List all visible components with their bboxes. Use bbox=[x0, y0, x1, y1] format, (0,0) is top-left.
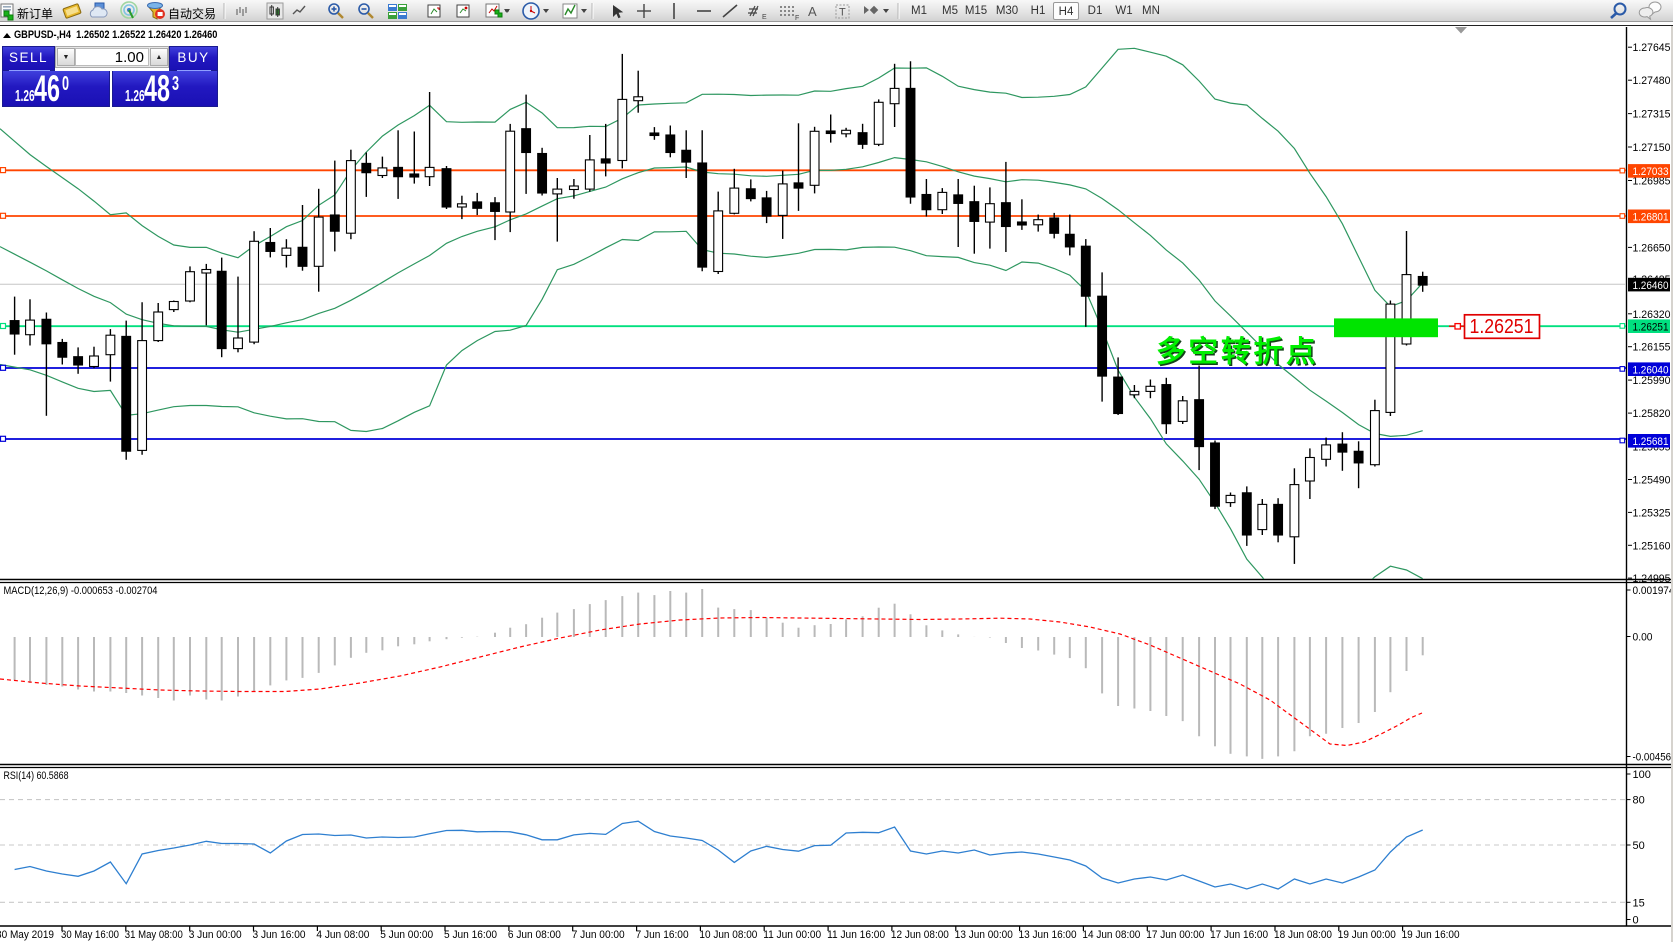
svg-text:10 Jun 08:00: 10 Jun 08:00 bbox=[699, 929, 757, 941]
svg-text:E: E bbox=[762, 14, 767, 21]
svg-text:1.25160: 1.25160 bbox=[1633, 540, 1671, 552]
svg-text:1.26251: 1.26251 bbox=[1633, 321, 1669, 333]
svg-text:5 Jun 16:00: 5 Jun 16:00 bbox=[444, 929, 497, 941]
svg-text:6 Jun 08:00: 6 Jun 08:00 bbox=[508, 929, 561, 941]
svg-text:多空转折点: 多空转折点 bbox=[1156, 336, 1319, 369]
svg-text:13 Jun 00:00: 13 Jun 00:00 bbox=[955, 929, 1013, 941]
svg-text:3 Jun 00:00: 3 Jun 00:00 bbox=[189, 929, 242, 941]
svg-text:T: T bbox=[839, 7, 846, 19]
svg-text:80: 80 bbox=[1633, 795, 1645, 807]
svg-text:15: 15 bbox=[1633, 897, 1645, 909]
svg-text:1.27150: 1.27150 bbox=[1633, 142, 1671, 154]
svg-text:18 Jun 08:00: 18 Jun 08:00 bbox=[1274, 929, 1332, 941]
svg-text:1.26650: 1.26650 bbox=[1633, 242, 1671, 254]
svg-text:30 May 2019: 30 May 2019 bbox=[0, 929, 54, 941]
svg-text:-0.004564: -0.004564 bbox=[1633, 752, 1673, 764]
svg-text:4 Jun 08:00: 4 Jun 08:00 bbox=[316, 929, 369, 941]
svg-text:1.27033: 1.27033 bbox=[1633, 166, 1669, 178]
svg-text:1.24995: 1.24995 bbox=[1633, 573, 1671, 585]
svg-text:14 Jun 08:00: 14 Jun 08:00 bbox=[1082, 929, 1140, 941]
svg-text:1.25820: 1.25820 bbox=[1633, 408, 1671, 420]
svg-text:MACD(12,26,9) -0.000653 -0.002: MACD(12,26,9) -0.000653 -0.002704 bbox=[4, 585, 158, 597]
svg-text:1.27480: 1.27480 bbox=[1633, 75, 1671, 87]
svg-text:5 Jun 00:00: 5 Jun 00:00 bbox=[380, 929, 433, 941]
svg-text:0.00: 0.00 bbox=[1633, 632, 1653, 644]
svg-text:7 Jun 16:00: 7 Jun 16:00 bbox=[636, 929, 689, 941]
svg-text:30 May 16:00: 30 May 16:00 bbox=[61, 929, 119, 941]
svg-text:1.26801: 1.26801 bbox=[1633, 212, 1669, 224]
svg-text:0.001974: 0.001974 bbox=[1633, 585, 1673, 597]
svg-text:1.26251: 1.26251 bbox=[1470, 316, 1534, 338]
svg-text:1.26320: 1.26320 bbox=[1633, 309, 1671, 321]
svg-text:1.25681: 1.25681 bbox=[1633, 436, 1669, 448]
svg-text:31 May 08:00: 31 May 08:00 bbox=[125, 929, 183, 941]
svg-text:A: A bbox=[808, 4, 817, 19]
svg-text:19 Jun 00:00: 19 Jun 00:00 bbox=[1338, 929, 1396, 941]
svg-text:7 Jun 00:00: 7 Jun 00:00 bbox=[572, 929, 625, 941]
svg-text:1.26040: 1.26040 bbox=[1633, 364, 1669, 376]
svg-text:1.26460: 1.26460 bbox=[1633, 280, 1669, 292]
svg-text:1.25325: 1.25325 bbox=[1633, 507, 1671, 519]
svg-text:1.26985: 1.26985 bbox=[1633, 176, 1671, 188]
svg-text:17 Jun 16:00: 17 Jun 16:00 bbox=[1210, 929, 1268, 941]
svg-text:F: F bbox=[795, 15, 799, 22]
svg-text:RSI(14) 60.5868: RSI(14) 60.5868 bbox=[4, 770, 69, 782]
svg-text:0: 0 bbox=[1633, 915, 1639, 927]
svg-text:17 Jun 00:00: 17 Jun 00:00 bbox=[1146, 929, 1204, 941]
svg-text:1.25990: 1.25990 bbox=[1633, 375, 1671, 387]
svg-text:1.25490: 1.25490 bbox=[1633, 475, 1671, 487]
svg-text:1.26155: 1.26155 bbox=[1633, 342, 1671, 354]
svg-text:13 Jun 16:00: 13 Jun 16:00 bbox=[1019, 929, 1077, 941]
svg-text:19 Jun 16:00: 19 Jun 16:00 bbox=[1402, 929, 1460, 941]
svg-text:多空转折点: 多空转折点 bbox=[1158, 337, 1321, 370]
svg-text:11 Jun 16:00: 11 Jun 16:00 bbox=[827, 929, 885, 941]
svg-text:1.27315: 1.27315 bbox=[1633, 109, 1671, 121]
svg-text:11 Jun 00:00: 11 Jun 00:00 bbox=[763, 929, 821, 941]
svg-text:1.27645: 1.27645 bbox=[1633, 42, 1671, 54]
svg-text:100: 100 bbox=[1633, 769, 1651, 781]
svg-text:12 Jun 08:00: 12 Jun 08:00 bbox=[891, 929, 949, 941]
svg-text:50: 50 bbox=[1633, 840, 1645, 852]
svg-text:3 Jun 16:00: 3 Jun 16:00 bbox=[253, 929, 306, 941]
